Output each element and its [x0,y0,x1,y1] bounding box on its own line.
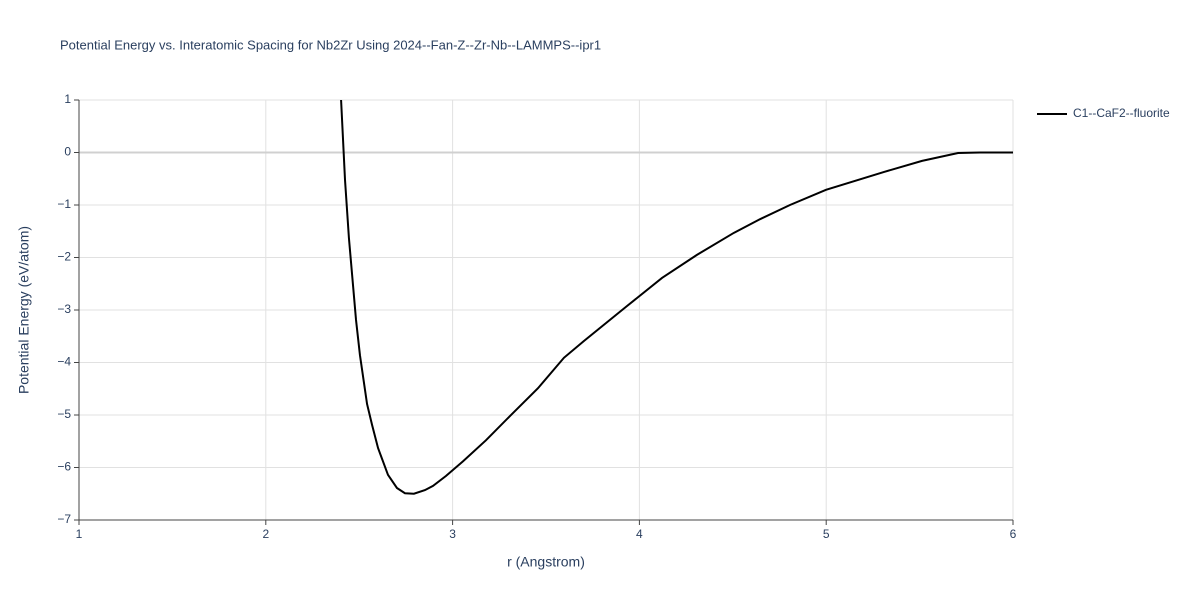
y-tick-label: −6 [57,460,71,474]
y-tick-label: 0 [64,145,71,159]
y-tick-label: −1 [57,197,71,211]
x-tick-label: 3 [449,527,456,541]
x-tick-label: 1 [76,527,83,541]
x-tick-label: 2 [262,527,269,541]
y-tick-label: 1 [64,92,71,106]
y-axis-title: Potential Energy (eV/atom) [16,226,32,394]
legend-label: C1--CaF2--fluorite [1073,106,1170,120]
x-axis-title: r (Angstrom) [507,554,585,570]
chart-title: Potential Energy vs. Interatomic Spacing… [60,37,601,52]
y-tick-label: −4 [57,355,71,369]
y-tick-label: −3 [57,302,71,316]
x-tick-label: 6 [1010,527,1017,541]
x-tick-label: 4 [636,527,643,541]
data-line [340,99,1013,495]
y-tick-label: −2 [57,250,71,264]
x-tick-label: 5 [823,527,830,541]
y-tick-label: −5 [57,407,71,421]
y-tick-label: −7 [57,512,71,526]
